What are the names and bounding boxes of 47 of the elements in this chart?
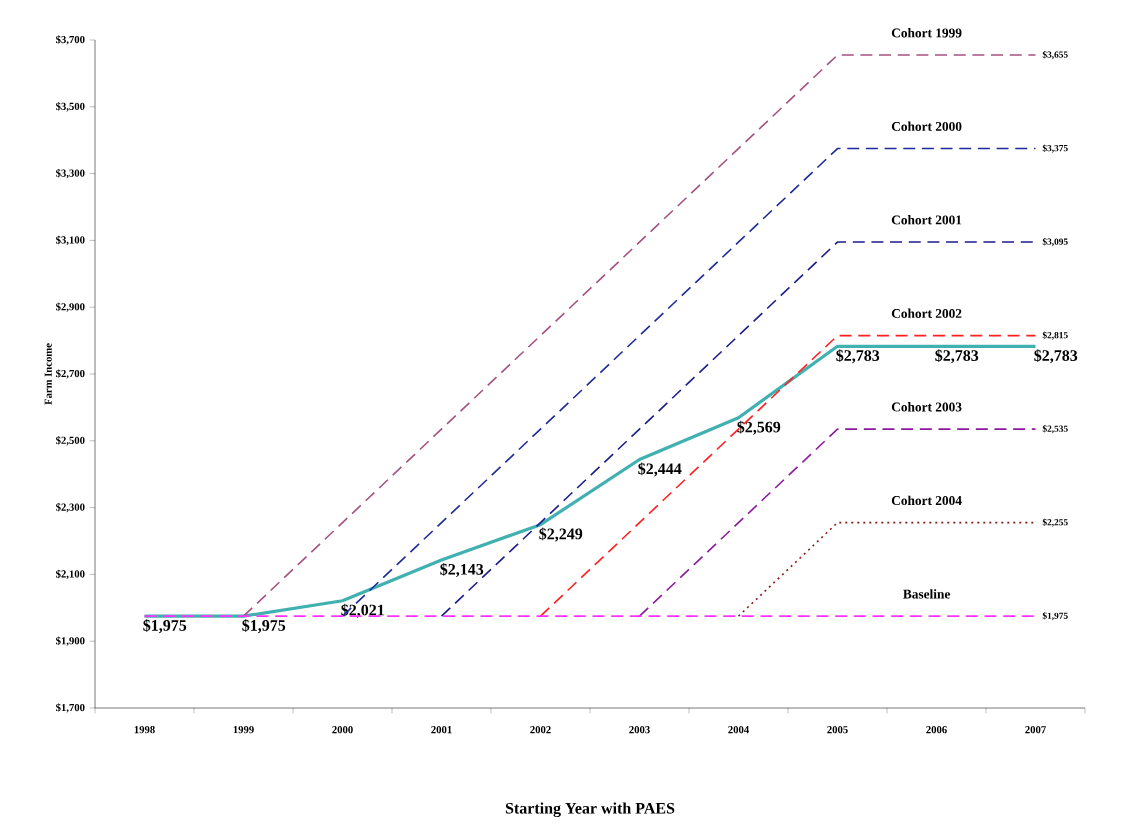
x-tick-label: 2002 <box>530 726 551 734</box>
data-label: $3,095 <box>1042 237 1068 247</box>
y-tick-label: $3,100 <box>56 235 85 246</box>
y-tick-label: $2,900 <box>56 302 85 312</box>
x-tick-label: 2004 <box>728 726 749 734</box>
data-label: $3,655 <box>1042 50 1068 60</box>
x-tick-label: 2005 <box>827 726 848 734</box>
series-label: Cohort 2001 <box>891 215 962 225</box>
x-tick-label: 2000 <box>332 726 353 734</box>
series-label: Cohort 2000 <box>891 121 962 131</box>
series-label: Cohort 2002 <box>891 308 962 318</box>
data-label: $2,815 <box>1042 331 1068 340</box>
series-label: Baseline <box>903 589 950 599</box>
data-label: $2,569 <box>737 420 781 435</box>
y-tick-label: $2,500 <box>56 436 85 446</box>
series-label: Cohort 2004 <box>891 495 962 506</box>
x-tick-label: 1999 <box>233 726 254 734</box>
data-label: $2,783 <box>935 349 979 364</box>
data-label: $1,975 <box>143 619 187 634</box>
x-tick-label: 1998 <box>134 726 155 734</box>
data-label: $1,975 <box>1042 612 1068 621</box>
y-axis-title: Farm Income <box>44 343 52 405</box>
y-tick-label: $3,300 <box>56 168 85 179</box>
data-label: $2,783 <box>1034 349 1078 364</box>
data-label: $1,975 <box>242 619 286 634</box>
x-tick-label: 2006 <box>926 726 947 734</box>
y-tick-label: $2,700 <box>56 369 85 379</box>
y-tick-label: $1,700 <box>56 703 85 713</box>
series-label: Cohort 1999 <box>891 28 962 38</box>
y-tick-label: $3,500 <box>56 102 85 112</box>
data-label: $3,375 <box>1042 144 1068 153</box>
x-axis-title: Starting Year with PAES <box>505 802 675 818</box>
data-label: $2,255 <box>1042 518 1068 527</box>
data-label: $2,249 <box>539 527 583 542</box>
y-tick-label: $1,900 <box>56 636 85 646</box>
data-label: $2,143 <box>440 562 484 578</box>
data-label: $2,783 <box>836 349 880 364</box>
y-tick-label: $3,700 <box>56 35 85 45</box>
y-tick-label: $2,100 <box>56 569 85 580</box>
y-tick-label: $2,300 <box>56 502 85 513</box>
x-tick-label: 2003 <box>629 726 650 734</box>
data-label: $2,444 <box>638 462 682 477</box>
data-label: $2,021 <box>341 603 384 618</box>
x-tick-label: 2001 <box>431 726 452 734</box>
x-tick-label: 2007 <box>1025 726 1046 734</box>
series-label: Cohort 2003 <box>891 402 962 412</box>
data-label: $2,535 <box>1042 425 1068 434</box>
